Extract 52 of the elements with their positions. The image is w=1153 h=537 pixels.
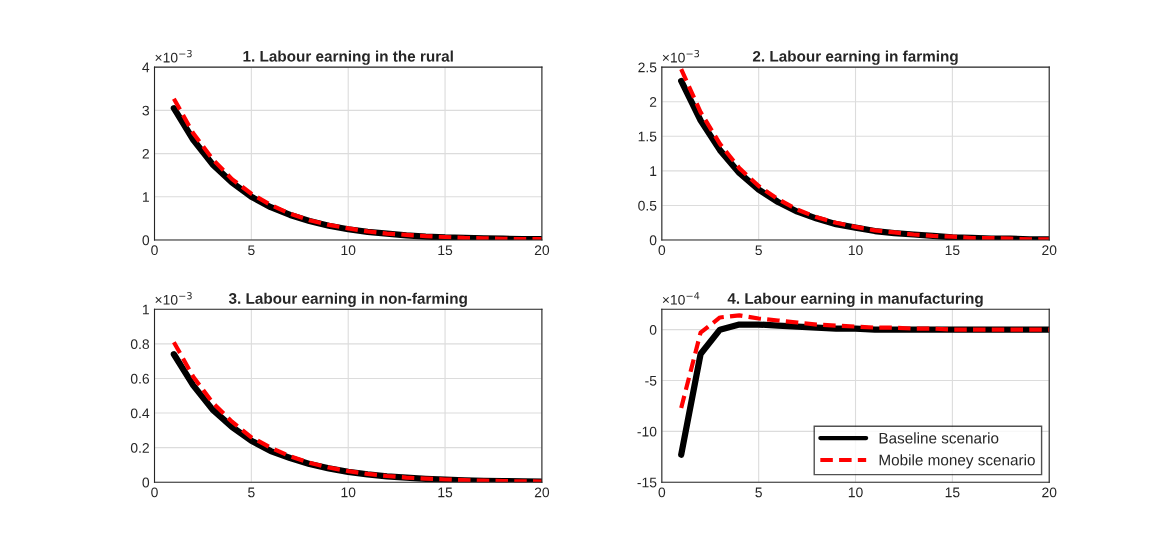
text: ×10$^{−3}$ [155, 49, 192, 63]
y-tick-label: -15 [637, 477, 657, 488]
chart-title: 4. Labour earning in manufacturing [727, 292, 983, 307]
y-tick-label: 4 [142, 62, 150, 73]
x-tick-label: 0 [151, 245, 158, 256]
x-tick-label: 5 [755, 245, 762, 256]
y-tick-label: 0.6 [130, 373, 150, 384]
x-tick-label: 5 [248, 487, 255, 498]
chart-title: 2. Labour earning in farming [752, 50, 958, 65]
x-tick-label: 15 [945, 245, 960, 256]
x-tick-label: 0 [151, 487, 158, 498]
y-tick-label: 3 [142, 105, 150, 116]
x-tick-label: 20 [534, 245, 550, 256]
x-tick-label: 15 [945, 487, 960, 498]
y-tick-label: 0.2 [130, 442, 149, 453]
y-tick-label: 1.5 [638, 131, 657, 142]
y-tick-label: 0 [142, 477, 150, 488]
legend-label: Mobile money scenario [879, 454, 1035, 469]
y-tick-label: 1 [650, 166, 657, 176]
y-tick-label: -5 [645, 375, 657, 386]
chart-title: 3. Labour earning in non-farming [228, 292, 467, 307]
legend-label: Baseline scenario [879, 432, 999, 444]
x-tick-label: 15 [438, 487, 453, 498]
y-tick-label: 0.8 [130, 339, 150, 350]
y-tick-label: 0 [142, 235, 150, 246]
x-tick-label: 20 [534, 487, 550, 498]
x-tick-label: 5 [755, 487, 762, 498]
x-tick-label: 15 [438, 245, 453, 256]
y-tick-label: 1 [142, 304, 149, 315]
x-tick-label: 10 [341, 487, 356, 498]
x-tick-label: 10 [848, 487, 863, 498]
x-tick-label: 5 [248, 245, 255, 256]
x-tick-label: 10 [848, 245, 863, 256]
x-tick-label: 0 [658, 487, 666, 498]
y-tick-label: 0.4 [130, 408, 150, 419]
text: ×10$^{−4}$ [662, 292, 700, 305]
text: ×10$^{−3}$ [662, 49, 700, 63]
x-tick-label: 20 [1042, 487, 1057, 498]
x-tick-label: 0 [658, 245, 666, 256]
text: ×10$^{−3}$ [155, 292, 192, 305]
y-tick-label: -10 [637, 426, 657, 437]
chart-title: 1. Labour earning in the rural [243, 50, 453, 65]
x-tick-label: 20 [1042, 245, 1057, 256]
y-tick-label: 2 [649, 97, 657, 107]
y-tick-label: 1 [142, 192, 149, 202]
x-tick-label: 10 [341, 245, 356, 256]
y-tick-label: 0.5 [638, 200, 657, 211]
y-tick-label: 2 [142, 148, 149, 159]
y-tick-label: 0 [649, 235, 657, 246]
y-tick-label: 2.5 [638, 62, 657, 73]
y-tick-label: 0 [649, 324, 657, 335]
line-series [679, 313, 1050, 411]
